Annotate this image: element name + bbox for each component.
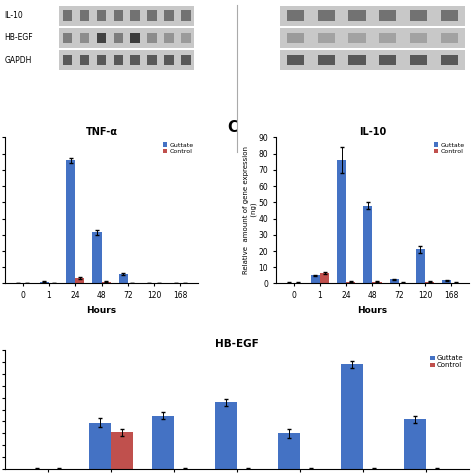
FancyBboxPatch shape bbox=[441, 55, 458, 65]
Text: HB-EGF: HB-EGF bbox=[5, 34, 33, 42]
FancyBboxPatch shape bbox=[97, 55, 106, 65]
Bar bbox=[66, 160, 75, 283]
Text: GAPDH: GAPDH bbox=[5, 55, 32, 64]
Bar bbox=[363, 206, 373, 283]
FancyBboxPatch shape bbox=[164, 10, 173, 21]
Bar bbox=[442, 280, 451, 283]
Legend: Guttate, Control: Guttate, Control bbox=[432, 141, 466, 156]
FancyBboxPatch shape bbox=[410, 33, 428, 43]
FancyBboxPatch shape bbox=[380, 55, 396, 65]
FancyBboxPatch shape bbox=[380, 33, 396, 43]
Legend: Guttate, Control: Guttate, Control bbox=[428, 353, 466, 371]
Bar bbox=[311, 275, 320, 283]
Bar bbox=[101, 282, 111, 283]
FancyBboxPatch shape bbox=[59, 6, 194, 26]
FancyBboxPatch shape bbox=[348, 33, 365, 43]
FancyBboxPatch shape bbox=[114, 10, 123, 21]
Bar bbox=[416, 249, 425, 283]
Bar bbox=[320, 273, 329, 283]
FancyBboxPatch shape bbox=[380, 10, 396, 21]
FancyBboxPatch shape bbox=[114, 55, 123, 65]
FancyBboxPatch shape bbox=[280, 28, 465, 48]
FancyBboxPatch shape bbox=[287, 55, 303, 65]
X-axis label: Hours: Hours bbox=[86, 306, 117, 315]
FancyBboxPatch shape bbox=[280, 6, 465, 26]
FancyBboxPatch shape bbox=[164, 55, 173, 65]
FancyBboxPatch shape bbox=[318, 33, 335, 43]
FancyBboxPatch shape bbox=[80, 55, 89, 65]
Bar bbox=[337, 160, 346, 283]
Text: C: C bbox=[228, 120, 238, 135]
Bar bbox=[404, 419, 426, 469]
Bar bbox=[390, 279, 399, 283]
FancyBboxPatch shape bbox=[164, 33, 173, 43]
FancyBboxPatch shape bbox=[59, 28, 194, 48]
Bar bbox=[346, 282, 356, 283]
FancyBboxPatch shape bbox=[287, 33, 303, 43]
FancyBboxPatch shape bbox=[97, 33, 106, 43]
FancyBboxPatch shape bbox=[318, 55, 335, 65]
FancyBboxPatch shape bbox=[410, 55, 428, 65]
FancyBboxPatch shape bbox=[181, 33, 191, 43]
FancyBboxPatch shape bbox=[80, 33, 89, 43]
FancyBboxPatch shape bbox=[97, 10, 106, 21]
Bar bbox=[75, 278, 84, 283]
Bar bbox=[278, 433, 300, 469]
Bar bbox=[341, 364, 363, 469]
FancyBboxPatch shape bbox=[441, 33, 458, 43]
FancyBboxPatch shape bbox=[59, 50, 194, 70]
Bar bbox=[373, 282, 382, 283]
FancyBboxPatch shape bbox=[287, 10, 303, 21]
FancyBboxPatch shape bbox=[63, 33, 72, 43]
FancyBboxPatch shape bbox=[181, 55, 191, 65]
Bar bbox=[425, 282, 434, 283]
FancyBboxPatch shape bbox=[348, 10, 365, 21]
FancyBboxPatch shape bbox=[114, 33, 123, 43]
Title: TNF-α: TNF-α bbox=[85, 127, 118, 137]
FancyBboxPatch shape bbox=[130, 55, 140, 65]
FancyBboxPatch shape bbox=[410, 10, 428, 21]
FancyBboxPatch shape bbox=[318, 10, 335, 21]
FancyBboxPatch shape bbox=[147, 10, 157, 21]
Bar bbox=[89, 423, 111, 469]
Bar bbox=[152, 416, 174, 469]
FancyBboxPatch shape bbox=[147, 33, 157, 43]
Title: IL-10: IL-10 bbox=[359, 127, 386, 137]
FancyBboxPatch shape bbox=[181, 10, 191, 21]
FancyBboxPatch shape bbox=[63, 10, 72, 21]
Title: HB-EGF: HB-EGF bbox=[215, 339, 259, 349]
FancyBboxPatch shape bbox=[130, 10, 140, 21]
Bar bbox=[92, 232, 101, 283]
Legend: Guttate, Control: Guttate, Control bbox=[161, 141, 195, 156]
Bar bbox=[40, 282, 49, 283]
Y-axis label: Relative  amount of gene expression
 (ng): Relative amount of gene expression (ng) bbox=[244, 146, 257, 274]
Bar bbox=[215, 402, 237, 469]
Bar bbox=[118, 273, 128, 283]
FancyBboxPatch shape bbox=[441, 10, 458, 21]
Text: IL-10: IL-10 bbox=[5, 11, 24, 20]
FancyBboxPatch shape bbox=[80, 10, 89, 21]
FancyBboxPatch shape bbox=[130, 33, 140, 43]
FancyBboxPatch shape bbox=[348, 55, 365, 65]
X-axis label: Hours: Hours bbox=[357, 306, 388, 315]
FancyBboxPatch shape bbox=[63, 55, 72, 65]
FancyBboxPatch shape bbox=[280, 50, 465, 70]
Bar bbox=[111, 432, 133, 469]
FancyBboxPatch shape bbox=[147, 55, 157, 65]
